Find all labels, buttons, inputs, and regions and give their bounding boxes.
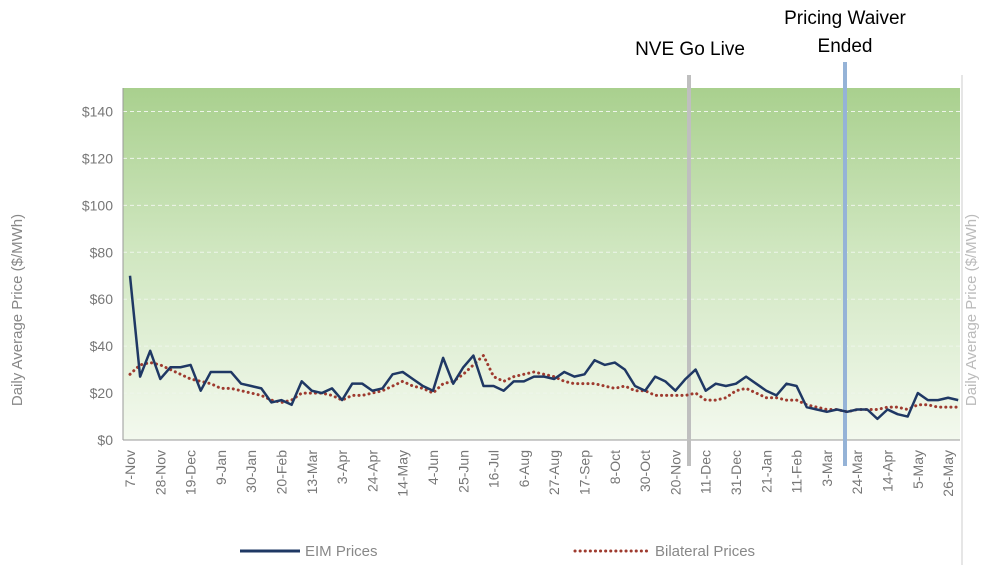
- x-tick-label: 31-Dec: [728, 450, 744, 495]
- x-tick-label: 20-Nov: [667, 450, 683, 495]
- x-tick-label: 14-Apr: [880, 450, 896, 492]
- x-tick-label: 25-Jun: [455, 450, 471, 493]
- series-line: [128, 275, 959, 421]
- x-tick-label: 14-May: [395, 450, 411, 497]
- y2-axis-title: Daily Average Price ($/MWh): [963, 214, 980, 406]
- annotation: Pricing Waiver Ended: [784, 8, 906, 57]
- x-tick-label: 3-Mar: [819, 450, 835, 487]
- x-tick-label: 6-Aug: [516, 450, 532, 487]
- x-tick-label: 4-Jun: [425, 450, 441, 485]
- x-tick-label: 19-Dec: [183, 450, 199, 495]
- x-tick-label: 24-Mar: [849, 450, 865, 495]
- x-tick-label: 7-Nov: [122, 450, 138, 487]
- y-tick-label: $0: [97, 432, 113, 448]
- y-tick-label: $100: [82, 197, 113, 213]
- x-tick-label: 27-Aug: [546, 450, 562, 495]
- x-tick-label: 13-Mar: [304, 450, 320, 495]
- plot-area: [123, 88, 960, 440]
- x-tick-label: 11-Dec: [698, 450, 714, 494]
- x-tick-label: 30-Jan: [243, 450, 259, 493]
- x-tick-label: 26-May: [940, 450, 956, 497]
- legend-label: EIM Prices: [305, 543, 378, 560]
- y-tick-label: $80: [90, 244, 114, 260]
- y-tick-label: $120: [82, 150, 113, 166]
- x-tick-label: 24-Apr: [364, 450, 380, 492]
- x-tick-label: 21-Jan: [758, 450, 774, 493]
- y-tick-label: $140: [82, 103, 113, 119]
- y-axis-title: Daily Average Price ($/MWh): [9, 214, 26, 406]
- x-tick-label: 3-Apr: [334, 450, 350, 485]
- annotation: NVE Go Live: [635, 39, 745, 60]
- y-tick-label: $40: [90, 338, 114, 354]
- x-tick-label: 30-Oct: [637, 450, 653, 492]
- x-tick-label: 8-Oct: [607, 450, 623, 484]
- x-tick-label: 11-Feb: [789, 450, 805, 494]
- x-tick-label: 17-Sep: [577, 450, 593, 495]
- y-tick-label: $60: [90, 291, 114, 307]
- y-tick-label: $20: [90, 385, 114, 401]
- x-tick-label: 20-Feb: [274, 450, 290, 495]
- x-tick-label: 16-Jul: [486, 450, 502, 488]
- x-tick-label: 28-Nov: [152, 450, 168, 495]
- x-tick-label: 9-Jan: [213, 450, 229, 485]
- legend-label: Bilateral Prices: [655, 543, 755, 560]
- x-tick-label: 5-May: [910, 450, 926, 489]
